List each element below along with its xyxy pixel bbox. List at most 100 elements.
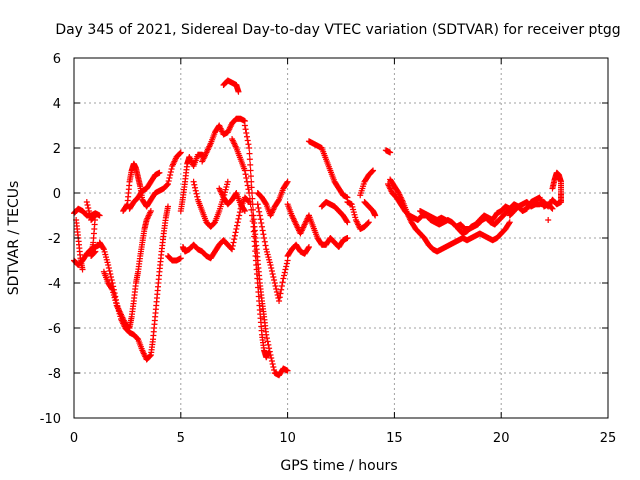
data-point <box>351 211 358 218</box>
data-point <box>111 294 118 301</box>
data-point <box>235 215 242 222</box>
data-point <box>370 167 377 174</box>
data-point <box>165 178 172 184</box>
data-point <box>107 271 114 277</box>
data-point <box>273 289 280 295</box>
y-tick-label: -8 <box>48 367 61 382</box>
data-point <box>284 367 291 374</box>
y-tick-label: -4 <box>48 277 61 292</box>
data-point <box>223 184 230 190</box>
data-point <box>85 208 92 214</box>
data-point <box>265 341 272 348</box>
data-point <box>246 156 253 163</box>
x-tick-label: 20 <box>493 431 510 446</box>
data-point <box>247 161 254 168</box>
data-point <box>245 186 252 193</box>
data-point <box>166 175 173 181</box>
data-point <box>235 88 242 95</box>
data-point <box>110 292 117 298</box>
y-tick-label: 2 <box>53 142 61 157</box>
data-point <box>245 141 252 148</box>
data-point <box>271 280 278 286</box>
x-tick-label: 25 <box>600 431 617 446</box>
data-point <box>103 254 110 261</box>
data-point <box>241 167 248 174</box>
data-point <box>271 367 278 373</box>
x-tick-label: 15 <box>386 431 403 446</box>
data-point <box>167 169 174 175</box>
data-point <box>343 218 350 225</box>
data-point <box>352 214 359 221</box>
x-tick-label: 0 <box>70 431 78 446</box>
data-point <box>267 262 274 268</box>
y-tick-label: 6 <box>53 52 61 67</box>
data-point <box>164 203 171 210</box>
data-point <box>281 269 288 276</box>
data-point <box>545 217 552 223</box>
x-tick-label: 10 <box>279 431 296 446</box>
data-point <box>100 246 107 253</box>
chart-title: Day 345 of 2021, Sidereal Day-to-day VTE… <box>55 22 620 38</box>
data-point <box>280 275 287 282</box>
x-tick-label: 5 <box>177 431 185 446</box>
data-point <box>269 361 276 367</box>
data-point <box>85 205 92 211</box>
data-point <box>104 259 111 266</box>
data-point <box>167 172 174 178</box>
data-point <box>266 348 273 355</box>
data-point <box>282 266 289 273</box>
data-point <box>100 245 107 252</box>
data-point <box>230 239 237 246</box>
data-point <box>191 181 198 188</box>
data-point <box>79 266 86 273</box>
data-point <box>284 178 291 185</box>
data-point <box>261 235 268 241</box>
grid <box>74 58 608 418</box>
data-point <box>103 256 110 263</box>
data-point <box>270 274 277 280</box>
data-point <box>110 289 117 296</box>
data-point <box>234 219 241 226</box>
data-point <box>305 245 312 252</box>
data-point <box>109 286 116 293</box>
y-tick-label: -6 <box>48 322 61 337</box>
data-point <box>268 355 275 361</box>
data-point <box>244 182 251 189</box>
data-point <box>254 201 261 208</box>
data-point <box>256 208 263 215</box>
data-point <box>266 345 273 352</box>
data-point <box>276 298 283 304</box>
data-point <box>193 190 200 197</box>
data-point <box>177 255 184 262</box>
data-point <box>241 122 248 129</box>
data-point <box>365 220 372 226</box>
data-point <box>506 220 513 227</box>
data-point <box>255 205 262 211</box>
data-point <box>231 232 238 239</box>
data-point <box>84 202 91 208</box>
data-point <box>264 251 271 258</box>
data-point <box>101 248 108 255</box>
data-point <box>369 168 376 175</box>
x-axis-label: GPS time / hours <box>280 458 397 474</box>
data-point <box>506 219 513 226</box>
y-tick-label: 0 <box>53 187 61 202</box>
data-point <box>263 335 270 342</box>
data-point <box>147 352 154 359</box>
data-point <box>164 181 171 187</box>
data-point <box>242 171 249 178</box>
data-point <box>102 251 109 258</box>
data-point <box>262 242 269 249</box>
data-point <box>234 222 241 229</box>
data-point <box>190 178 197 185</box>
data-point <box>192 184 199 191</box>
data-point <box>268 268 275 274</box>
data-points <box>71 77 565 379</box>
data-point <box>263 248 270 255</box>
data-point <box>249 190 255 196</box>
data-point <box>177 150 184 157</box>
data-point <box>247 167 254 174</box>
data-point <box>236 212 243 219</box>
data-point <box>305 244 312 250</box>
data-point <box>256 212 263 219</box>
